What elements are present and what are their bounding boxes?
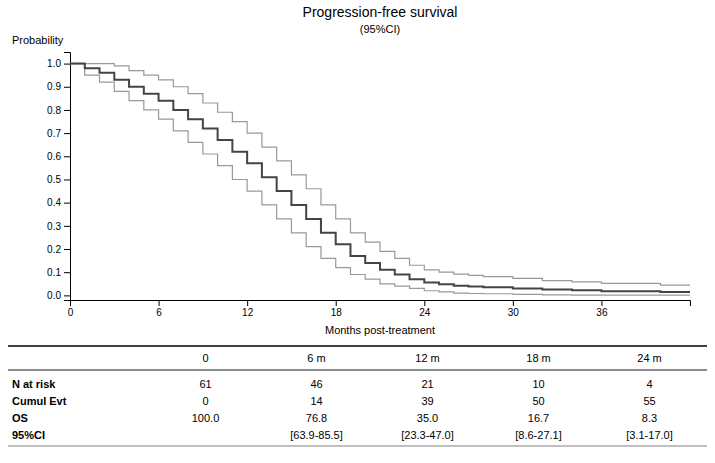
y-axis: 0.0 0.1 0.2 0.3 0.4 0.5 0.6 0.7 0.8 0.9 1.0: [47, 53, 70, 302]
y-tick-label: 0.4: [47, 197, 61, 208]
x-tick-label: 24: [419, 307, 431, 318]
y-tick: 0.2: [47, 244, 70, 255]
table-rule: [8, 370, 707, 371]
x-axis-line: [71, 301, 691, 307]
table-cell: [23.3-47.0]: [401, 429, 454, 441]
table-cell: 10: [532, 378, 544, 390]
y-tick: 0.7: [47, 128, 70, 139]
table: 0 6 m 12 m 18 m 24 m N at risk 61 46 21 10 4 Cumul …: [8, 346, 707, 446]
table-header: 6 m: [307, 352, 325, 364]
x-tick: 36: [596, 300, 608, 318]
y-tick-mark: [64, 110, 70, 111]
y-axis-line: [64, 53, 71, 301]
y-tick: 0.5: [47, 174, 70, 185]
chart: Progression-free survival (95%CI) Probabil…: [0, 0, 715, 463]
y-tick-mark: [64, 87, 70, 88]
table-row-label: OS: [12, 412, 28, 424]
y-tick-mark: [64, 156, 70, 157]
table-header: 18 m: [526, 352, 550, 364]
y-tick-mark: [64, 133, 70, 134]
table-rule: [8, 345, 707, 347]
y-tick: 0.3: [47, 221, 70, 232]
y-tick-mark: [64, 179, 70, 180]
table-header: 24 m: [637, 352, 661, 364]
plot-area: [70, 64, 690, 296]
y-tick: 0.9: [47, 81, 70, 92]
x-tick: 0: [68, 300, 74, 318]
table-header: 0: [202, 352, 208, 364]
y-axis-title: Probability: [12, 34, 64, 46]
table-cell: [8.6-27.1]: [515, 429, 561, 441]
table-cell: 39: [421, 395, 433, 407]
y-tick-label: 0.9: [47, 81, 61, 92]
table-cell: 50: [532, 395, 544, 407]
table-cell: 0: [202, 395, 208, 407]
table-cell: 55: [643, 395, 655, 407]
y-tick-label: 0.8: [47, 105, 61, 116]
x-tick: 24: [419, 300, 431, 318]
y-tick-mark: [64, 295, 70, 296]
x-tick-label: 30: [508, 307, 520, 318]
x-tick-label: 6: [156, 307, 162, 318]
table-cell: 61: [199, 378, 211, 390]
table-cell: 4: [646, 378, 652, 390]
x-tick: 18: [331, 300, 343, 318]
table-cell: 14: [310, 395, 322, 407]
x-axis-title: Months post-treatment: [325, 324, 435, 336]
series-line: [70, 64, 690, 293]
y-tick: 0.6: [47, 151, 70, 162]
x-axis: 0 6 12 18 24 30 36: [68, 300, 691, 318]
table-cell: 76.8: [306, 412, 327, 424]
x-tick-label: 12: [242, 307, 254, 318]
series-line: [70, 64, 690, 296]
x-tick-label: 0: [68, 307, 74, 318]
series-line: [70, 64, 690, 287]
y-tick-label: 1.0: [47, 58, 61, 69]
y-tick: 0.4: [47, 197, 70, 208]
table-row-label: N at risk: [12, 378, 56, 390]
y-tick-mark: [64, 203, 70, 204]
table-cell: 21: [421, 378, 433, 390]
y-tick-label: 0.6: [47, 151, 61, 162]
table-cell: [3.1-17.0]: [626, 429, 672, 441]
x-tick-label: 18: [331, 307, 343, 318]
x-tick-mark: [159, 300, 160, 306]
table-cell: 35.0: [417, 412, 438, 424]
y-tick: 1.0: [47, 58, 70, 69]
x-tick: 30: [508, 300, 520, 318]
y-tick-label: 0.2: [47, 244, 61, 255]
x-tick-mark: [424, 300, 425, 306]
table-row-label: 95%CI: [12, 429, 45, 441]
x-tick: 12: [242, 300, 254, 318]
y-tick: 0.0: [47, 290, 70, 301]
table-header: 12 m: [415, 352, 439, 364]
x-tick-mark: [336, 300, 337, 306]
y-tick-mark: [64, 226, 70, 227]
table-row-label: Cumul Evt: [12, 395, 67, 407]
y-tick-label: 0.3: [47, 221, 61, 232]
table-cell: 8.3: [642, 412, 657, 424]
table-cell: 16.7: [528, 412, 549, 424]
y-tick-label: 0.0: [47, 290, 61, 301]
x-tick-label: 36: [596, 307, 608, 318]
y-tick-mark: [64, 272, 70, 273]
x-tick-mark: [513, 300, 514, 306]
table-cell: [63.9-85.5]: [290, 429, 343, 441]
y-tick-label: 0.1: [47, 267, 61, 278]
y-tick: 0.1: [47, 267, 70, 278]
table-cell: 100.0: [192, 412, 220, 424]
table-cell: 46: [310, 378, 322, 390]
x-tick-mark: [601, 300, 602, 306]
table-rule: [8, 446, 707, 447]
title: Progression-free survival: [303, 4, 458, 20]
y-tick-label: 0.5: [47, 174, 61, 185]
y-tick-label: 0.7: [47, 128, 61, 139]
y-tick: 0.8: [47, 105, 70, 116]
y-tick-mark: [64, 249, 70, 250]
x-tick: 6: [156, 300, 162, 318]
subtitle: (95%CI): [360, 23, 400, 35]
y-tick-mark: [64, 64, 70, 65]
x-tick-mark: [247, 300, 248, 306]
